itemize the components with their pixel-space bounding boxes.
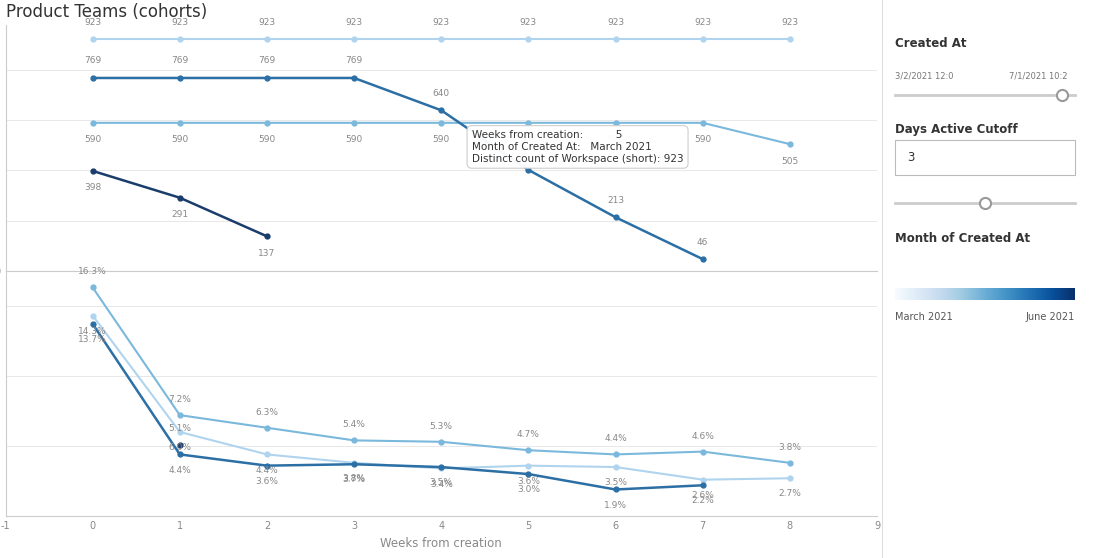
Text: 3: 3 [906, 151, 914, 163]
Text: 291: 291 [172, 210, 188, 219]
Text: 3.5%: 3.5% [604, 478, 627, 487]
Text: 923: 923 [172, 18, 188, 27]
Text: 923: 923 [432, 18, 450, 27]
Text: 505: 505 [781, 157, 799, 166]
Text: 4.7%: 4.7% [517, 430, 540, 439]
Text: 3/2/2021 12:0: 3/2/2021 12:0 [894, 72, 953, 81]
Text: 1.9%: 1.9% [604, 501, 627, 509]
Text: 2.6%: 2.6% [691, 491, 714, 500]
Text: 5.1%: 5.1% [168, 425, 191, 434]
Text: 5.4%: 5.4% [343, 420, 365, 429]
Text: June 2021: June 2021 [1025, 312, 1075, 323]
Text: 4.4%: 4.4% [168, 465, 191, 474]
Text: 769: 769 [258, 56, 276, 65]
Text: Month of Created At: Month of Created At [894, 232, 1030, 246]
Text: 402: 402 [520, 148, 537, 157]
X-axis label: Weeks from creation: Weeks from creation [381, 537, 502, 550]
Text: March 2021: March 2021 [894, 312, 953, 323]
Text: 3.8%: 3.8% [342, 474, 365, 483]
Text: 590: 590 [607, 136, 624, 145]
Text: 3.6%: 3.6% [255, 477, 278, 486]
Text: 3.7%: 3.7% [342, 475, 365, 484]
Text: Weeks from creation:          5
Month of Created At:   March 2021
Distinct count: Weeks from creation: 5 Month of Created … [472, 131, 683, 163]
Text: 16.3%: 16.3% [78, 267, 107, 276]
Text: 923: 923 [607, 18, 624, 27]
Text: 14.3%: 14.3% [78, 326, 107, 335]
Text: 398: 398 [84, 184, 101, 193]
Text: 923: 923 [84, 18, 101, 27]
Text: 590: 590 [258, 136, 276, 145]
Text: Created At: Created At [894, 37, 966, 50]
Text: 923: 923 [694, 18, 712, 27]
Text: 213: 213 [607, 196, 624, 205]
Text: 3.4%: 3.4% [430, 479, 453, 489]
Text: 3.5%: 3.5% [430, 478, 453, 487]
Text: 590: 590 [520, 136, 537, 145]
Text: 923: 923 [345, 18, 363, 27]
Text: 923: 923 [258, 18, 275, 27]
Text: 7/1/2021 10:2: 7/1/2021 10:2 [1009, 72, 1068, 81]
Text: 923: 923 [781, 18, 799, 27]
Text: 769: 769 [172, 56, 188, 65]
Text: 590: 590 [345, 136, 363, 145]
Text: 4.4%: 4.4% [255, 465, 278, 474]
Text: 13.7%: 13.7% [78, 335, 107, 344]
Text: Days Active Cutoff: Days Active Cutoff [894, 123, 1018, 136]
Text: 3.8%: 3.8% [779, 442, 801, 452]
Text: 4.4%: 4.4% [604, 434, 627, 443]
Text: 590: 590 [172, 136, 188, 145]
Text: 3.6%: 3.6% [517, 477, 540, 486]
Text: 590: 590 [84, 136, 101, 145]
Text: 7.2%: 7.2% [168, 395, 191, 404]
Text: 590: 590 [432, 136, 450, 145]
Text: 5.3%: 5.3% [430, 422, 453, 431]
FancyBboxPatch shape [894, 140, 1075, 175]
Text: 769: 769 [345, 56, 363, 65]
Text: 46: 46 [697, 238, 708, 247]
Text: 923: 923 [520, 18, 537, 27]
Text: 6.0%: 6.0% [168, 443, 191, 452]
Text: 4.6%: 4.6% [691, 431, 714, 440]
Text: 6.3%: 6.3% [255, 408, 278, 417]
Text: 2.2%: 2.2% [691, 497, 714, 506]
Text: 2.7%: 2.7% [779, 489, 801, 498]
Text: 640: 640 [432, 89, 450, 98]
Text: 769: 769 [84, 56, 101, 65]
Text: 137: 137 [258, 249, 276, 258]
Text: Product Teams (cohorts): Product Teams (cohorts) [6, 3, 207, 21]
Text: 3.0%: 3.0% [517, 485, 540, 494]
Text: 590: 590 [694, 136, 712, 145]
